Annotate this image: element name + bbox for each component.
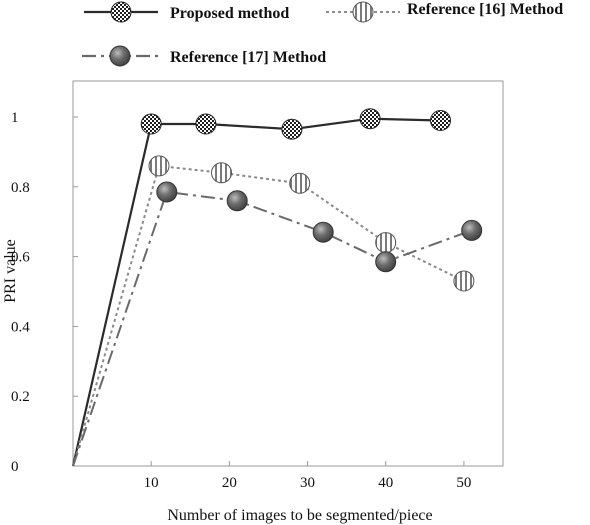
- data-point-series-3: [375, 251, 397, 273]
- series-line-1: [71, 117, 441, 467]
- legend-item-proposed: Proposed method: [84, 1, 289, 23]
- data-point-series-3: [226, 190, 248, 212]
- data-point-series-3: [312, 221, 334, 243]
- series-markers: [140, 108, 483, 292]
- legend-marker-proposed: [110, 1, 132, 23]
- data-point-series-3: [156, 181, 178, 203]
- data-point-series-1: [281, 118, 303, 140]
- data-point-series-1: [140, 113, 162, 135]
- data-point-series-2: [289, 172, 311, 194]
- y-tick-label: 0.4: [11, 319, 30, 335]
- data-point-series-2: [148, 155, 170, 177]
- series-line-3: [72, 191, 473, 467]
- legend-marker-ref16: [352, 1, 374, 23]
- legend-item-ref16: Reference [16] Method: [326, 1, 563, 23]
- data-point-series-2: [453, 270, 475, 292]
- y-axis-title: PRI value: [2, 239, 19, 303]
- x-tick-label: 50: [456, 475, 471, 491]
- y-tick-label: 0: [11, 459, 19, 475]
- legend-label-proposed: Proposed method: [170, 5, 289, 22]
- data-point-series-2: [211, 162, 232, 184]
- x-axis-title: Number of images to be segmented/piece: [167, 507, 432, 524]
- data-point-series-3: [461, 219, 483, 241]
- y-tick-label: 0.2: [11, 389, 30, 405]
- legend-item-ref17: Reference [17] Method: [82, 45, 326, 67]
- legend-label-ref17: Reference [17] Method: [170, 49, 326, 66]
- legend-label-ref16: Reference [16] Method: [407, 1, 563, 18]
- data-point-series-1: [430, 110, 451, 131]
- y-tick-label: 1: [11, 110, 19, 126]
- legend-marker-ref17: [109, 45, 131, 67]
- y-tick-label: 0.6: [11, 250, 30, 266]
- x-axis-ticks: 10 20 30 40 50: [144, 461, 471, 491]
- series-line-2: [72, 164, 465, 467]
- series-lines: [71, 117, 473, 467]
- data-point-series-2: [375, 232, 397, 254]
- x-tick-label: 30: [300, 475, 315, 491]
- data-point-series-1: [359, 108, 381, 130]
- legend: Proposed method Reference [16] Method Re…: [82, 1, 563, 67]
- y-tick-label: 0.8: [11, 180, 30, 196]
- x-tick-label: 40: [378, 475, 393, 491]
- y-axis-ticks: 0 0.2 0.4 0.6 0.8 1: [11, 110, 78, 475]
- plot-area-frame: [72, 80, 504, 467]
- x-tick-label: 10: [144, 475, 159, 491]
- x-tick-label: 20: [222, 475, 237, 491]
- data-point-series-1: [195, 113, 217, 135]
